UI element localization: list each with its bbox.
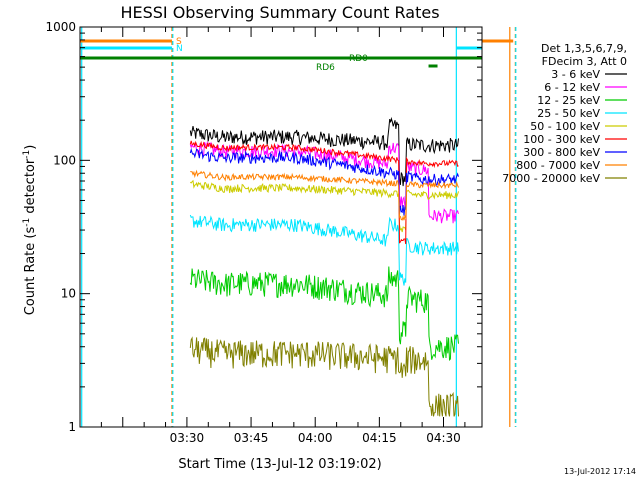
y-tick-label: 1000 (45, 20, 76, 34)
legend-label: 25 - 50 keV (537, 107, 600, 120)
legend-label: 12 - 25 keV (537, 94, 600, 107)
legend-label: 100 - 300 keV (523, 133, 600, 146)
x-tick-label: 03:45 (234, 431, 269, 445)
x-tick-label: 04:30 (426, 431, 461, 445)
legend-header-line: FDecim 3, Att 0 (542, 55, 627, 68)
legend-label: 800 - 7000 keV (516, 159, 600, 172)
y-tick-label: 10 (61, 287, 76, 301)
marker-label-n: N (176, 44, 183, 54)
series-line-100-300-kev (189, 140, 459, 245)
series-line-25-50-kev (189, 214, 459, 286)
series-line-3-6-kev (189, 116, 459, 187)
legend-label: 6 - 12 keV (544, 81, 600, 94)
legend: Det 1,3,5,6,7,9,FDecim 3, Att 03 - 6 keV… (502, 42, 627, 185)
y-tick-label: 100 (53, 153, 76, 167)
legend-label: 300 - 800 keV (523, 146, 600, 159)
series-line-6-12-kev (189, 140, 459, 224)
x-axis-ticks: 03:30 03:45 04:00 04:15 04:30 (79, 27, 466, 445)
series-line-800-7000-kev (190, 169, 459, 221)
legend-label: 50 - 100 keV (530, 120, 600, 133)
x-tick-label: 04:15 (362, 431, 397, 445)
legend-label: 7000 - 20000 keV (502, 172, 600, 185)
y-axis-ticks: 1 10 100 1000 (45, 20, 482, 434)
plot-timestamp: 13-Jul-2012 17:14 (564, 467, 636, 476)
chart-title: HESSI Observing Summary Count Rates (120, 3, 439, 22)
series-line-7000-20000-kev (189, 336, 459, 417)
legend-header-line: Det 1,3,5,6,7,9, (541, 42, 627, 55)
y-axis-label: Count Rate (s-1 detector-1) (22, 145, 38, 316)
series-line-300-800-kev (189, 147, 459, 216)
series-line-12-25-kev (189, 266, 459, 362)
x-tick-label: 04:00 (298, 431, 333, 445)
legend-label: 3 - 6 keV (551, 68, 600, 81)
series-line-50-100-kev (189, 179, 459, 233)
x-tick-label: 03:30 (170, 431, 205, 445)
x-axis-label: Start Time (13-Jul-12 03:19:02) (178, 457, 381, 472)
marker-label-s: S (176, 37, 182, 47)
y-tick-label: 1 (68, 420, 76, 434)
axes-frame (79, 26, 483, 428)
plot-area: RD0 RD6 SN (79, 26, 517, 428)
annotation-rd0: RD0 (349, 54, 368, 64)
annotation-rd6: RD6 (316, 63, 335, 73)
